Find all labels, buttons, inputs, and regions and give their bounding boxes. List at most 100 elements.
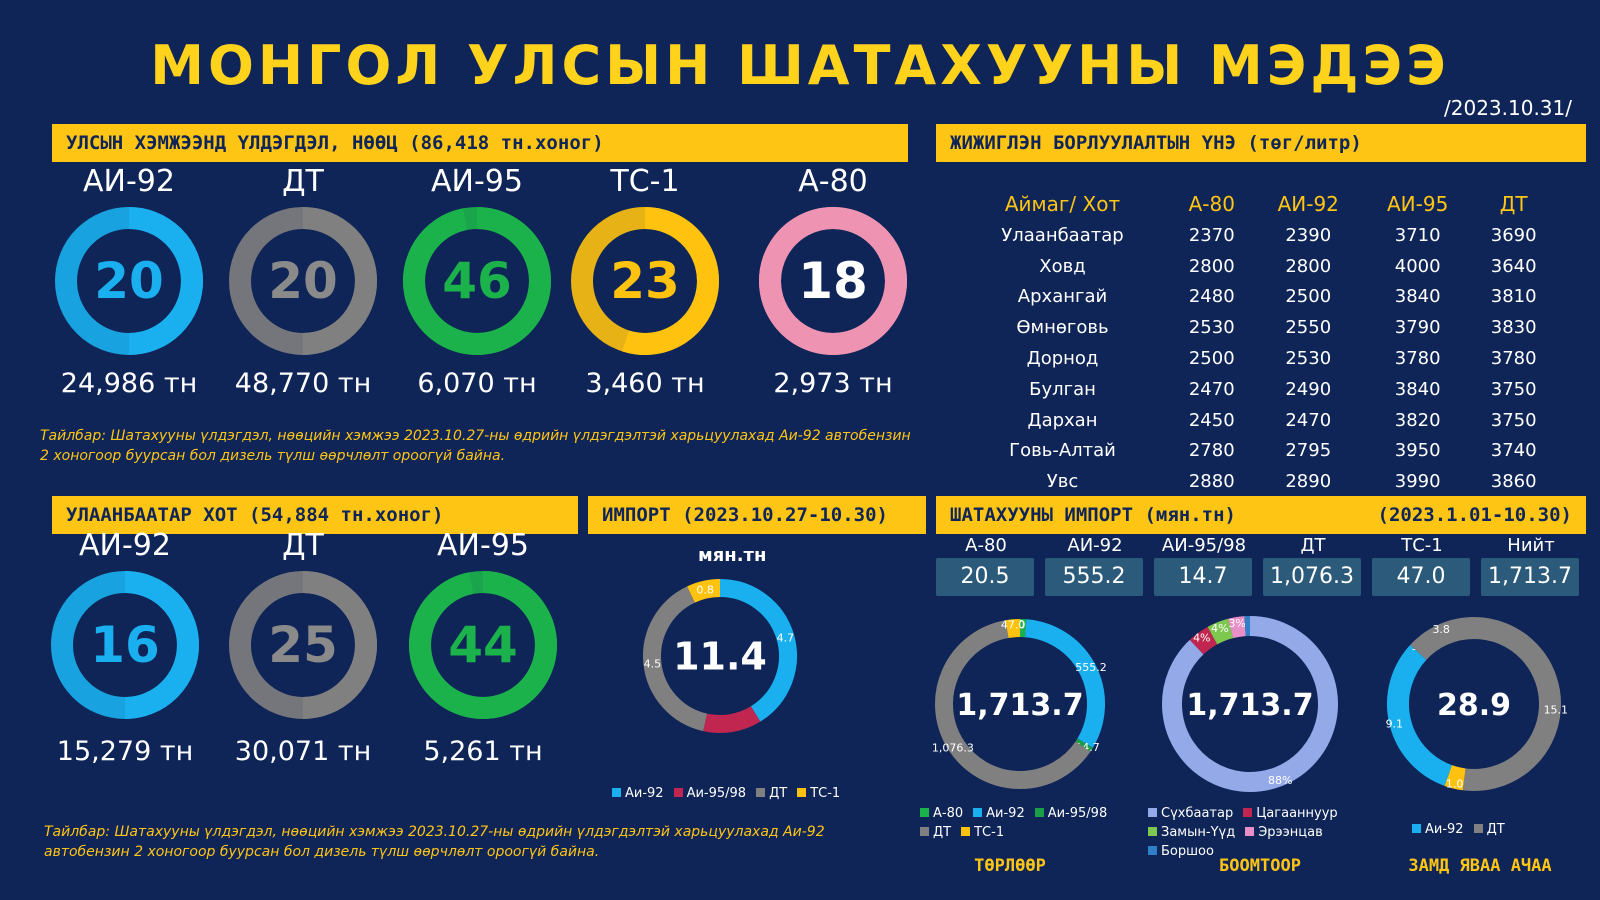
region-name: Архангай — [1017, 286, 1108, 308]
donut-center-total: 28.9 — [1437, 688, 1511, 723]
page-title: МОНГОЛ УЛСЫН ШАТАХУУНЫ МЭДЭЭ — [150, 34, 1450, 97]
legend-swatch — [920, 808, 929, 817]
donut-slice — [1387, 644, 1453, 786]
ub-fuel-label: ДТ — [282, 528, 324, 563]
legend-swatch — [961, 827, 971, 836]
legend-swatch — [1034, 808, 1044, 817]
region-name: Булган — [1029, 378, 1096, 400]
import-box-label: АИ-95/98 — [1161, 535, 1247, 556]
ub-fuel-days: 44 — [448, 616, 518, 674]
legend-label: Аи-95/98 — [1047, 806, 1108, 821]
donut-data-label: 88% — [1268, 774, 1292, 787]
price-value: 3780 — [1490, 348, 1537, 370]
price-column-header: АИ-92 — [1277, 192, 1339, 216]
in-transit-donut: 15.1 1.0 9.1 - 3.8 28.9 — [1386, 617, 1568, 791]
ub-fuel-days: 16 — [90, 616, 160, 674]
legend-item: ДТ — [756, 786, 787, 801]
donut-data-label: 1,076.3 — [932, 741, 974, 754]
legend-item: ДТ — [1473, 822, 1505, 837]
ub-fuel-label: АИ-95 — [437, 528, 529, 563]
legend-label: Аи-92 — [986, 806, 1025, 821]
price-value: 3840 — [1394, 378, 1441, 400]
import-year-period: (2023.1.01-10.30) — [1377, 504, 1572, 526]
legend-label: ДТ — [933, 825, 952, 840]
national-fuel-label: ДТ — [282, 164, 324, 199]
price-value: 2480 — [1188, 286, 1235, 308]
national-fuel-ring-fill — [759, 207, 907, 355]
donut-data-label: 555.2 — [1075, 661, 1107, 674]
legend-swatch — [797, 788, 807, 797]
donut-center-total: 1,713.7 — [1186, 688, 1313, 723]
price-value: 3780 — [1394, 348, 1441, 370]
donut-center-total: 11.4 — [673, 635, 767, 679]
legend-label: А-80 — [933, 806, 964, 821]
price-value: 3710 — [1394, 224, 1441, 246]
price-value: 4000 — [1394, 255, 1441, 277]
price-row: Улаанбаатар 2370 2390 3710 3690 — [955, 220, 1555, 251]
national-fuel-tons: 3,460 тн — [585, 368, 705, 399]
price-value: 3830 — [1490, 317, 1537, 339]
legend-label: Боршоо — [1161, 844, 1214, 859]
donut-slice — [1444, 765, 1466, 791]
price-header: ЖИЖИГЛЭН БОРЛУУЛАЛТЫН ҮНЭ (төг/литр) — [936, 124, 1586, 162]
import-box-value: 47.0 — [1372, 558, 1470, 596]
legend-swatch — [1412, 824, 1421, 833]
legend-label: Аи-92 — [625, 786, 664, 801]
national-fuel-ring: 23 — [571, 207, 719, 355]
donut-data-label: 4.7 — [777, 631, 795, 644]
import-week-header: ИМПОРТ (2023.10.27-10.30) — [588, 496, 926, 534]
legend-item: ДТ — [920, 825, 951, 840]
ub-fuel-label: АИ-92 — [79, 528, 171, 563]
import-box-value: 1,076.3 — [1263, 558, 1361, 596]
price-value: 3750 — [1490, 378, 1537, 400]
price-value: 2800 — [1285, 255, 1332, 277]
ub-fuel-tons: 30,071 тн — [234, 736, 372, 767]
national-fuel-ring-fill — [622, 207, 719, 355]
region-name: Увс — [1046, 471, 1079, 493]
national-fuel-label: А-80 — [798, 164, 868, 199]
price-value: 2490 — [1285, 378, 1332, 400]
price-value: 3810 — [1490, 286, 1537, 308]
legend-swatch — [1245, 827, 1255, 836]
legend-item: Аи-92 — [973, 806, 1025, 821]
national-fuel-tons: 6,070 тн — [417, 368, 537, 399]
price-row: Дархан 2450 2470 3820 3750 — [955, 405, 1555, 436]
import-box-value: 1,713.7 — [1481, 558, 1579, 596]
legend-item: Аи-95/98 — [673, 786, 746, 801]
import-week-donut: 4.7 4.5 0.8 11.4 — [643, 579, 797, 733]
legend-swatch — [1148, 846, 1157, 855]
national-fuel-tons: 24,986 тн — [60, 368, 198, 399]
in-transit-legend: Аи-92 ДТ — [1412, 822, 1592, 841]
legend-item: ТС-1 — [961, 825, 1004, 840]
donut-slice — [687, 579, 721, 603]
donut-slice — [719, 579, 797, 722]
national-fuel-days: 20 — [94, 252, 164, 310]
donut-data-label: 0.8 — [696, 584, 714, 597]
legend-label: ДТ — [769, 786, 788, 801]
region-name: Улаанбаатар — [1001, 224, 1124, 246]
legend-item: Аи-95/98 — [1034, 806, 1108, 821]
national-fuel-days: 20 — [268, 252, 338, 310]
ub-fuel-ring-fill — [409, 571, 557, 719]
price-value: 2500 — [1285, 286, 1332, 308]
ub-fuel-ring: 25 — [229, 571, 377, 719]
import-by-port-caption: БООМТООР — [1219, 856, 1301, 876]
national-fuel-ring: 20 — [55, 207, 203, 355]
region-name: Ховд — [1039, 255, 1086, 277]
ub-reserve-header: УЛААНБААТАР ХОТ (54,884 тн.хоног) — [52, 496, 578, 534]
import-box-label: ДТ — [1300, 535, 1326, 556]
donut-data-label: 3% — [1228, 617, 1245, 630]
import-by-port-legend: Сүхбаатар Цагааннуур Замын-Үүд Эрээнцав Борш… — [1148, 806, 1388, 863]
national-fuel-ring: 46 — [403, 207, 551, 355]
price-value: 2550 — [1285, 317, 1332, 339]
price-value: 2800 — [1188, 255, 1235, 277]
report-date: /2023.10.31/ — [1444, 96, 1572, 120]
in-transit-caption: ЗАМД ЯВАА АЧАА — [1408, 856, 1552, 876]
legend-label: Эрээнцав — [1258, 825, 1323, 840]
donut-slice — [1207, 618, 1234, 645]
price-row: Увс 2880 2890 3990 3860 — [955, 466, 1555, 497]
price-value: 2450 — [1188, 409, 1235, 431]
price-value: 2880 — [1188, 471, 1235, 493]
donut-slice — [1005, 619, 1021, 639]
ub-fuel-days: 25 — [268, 616, 338, 674]
